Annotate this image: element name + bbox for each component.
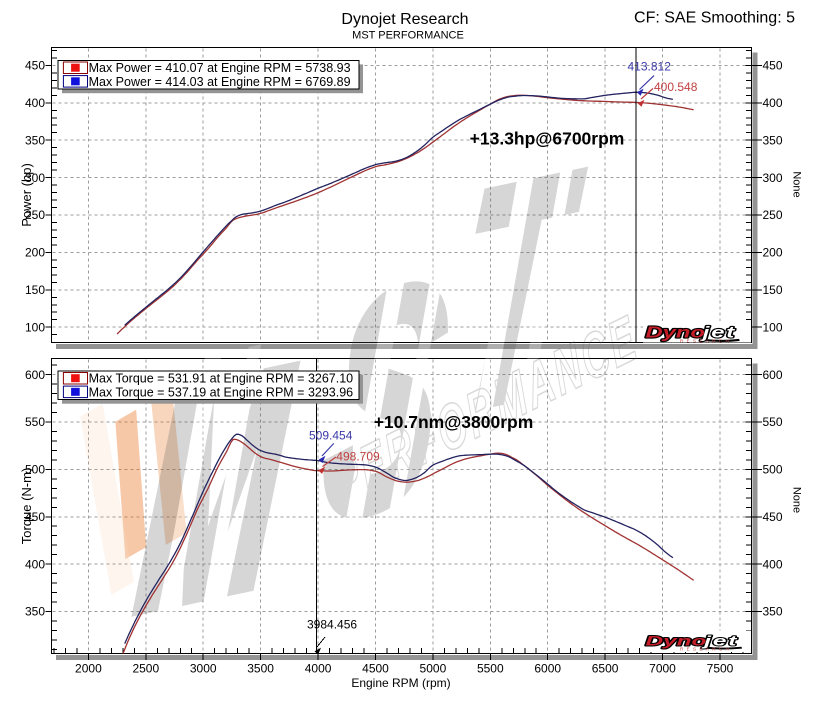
svg-text:Dynojet Research: Dynojet Research <box>341 11 468 28</box>
svg-text:100: 100 <box>25 320 45 334</box>
svg-text:+10.7nm@3800rpm: +10.7nm@3800rpm <box>374 412 534 432</box>
svg-text:400: 400 <box>25 557 45 571</box>
svg-text:5000: 5000 <box>420 662 447 676</box>
svg-text:400: 400 <box>763 96 783 110</box>
svg-text:jet: jet <box>701 633 739 649</box>
svg-text:350: 350 <box>763 133 783 147</box>
svg-text:MST PERFORMANCE: MST PERFORMANCE <box>352 30 464 42</box>
svg-text:500: 500 <box>25 463 45 477</box>
svg-text:509.454: 509.454 <box>309 429 353 443</box>
svg-text:450: 450 <box>763 59 783 73</box>
svg-text:None: None <box>791 487 803 513</box>
svg-text:CF: SAE Smoothing: 5: CF: SAE Smoothing: 5 <box>634 10 795 27</box>
svg-text:RESEARCH: RESEARCH <box>680 338 732 343</box>
svg-text:450: 450 <box>25 510 45 524</box>
svg-text:413.812: 413.812 <box>628 60 672 74</box>
svg-text:Max Power = 410.07 at Engine R: Max Power = 410.07 at Engine RPM = 5738.… <box>89 61 351 75</box>
svg-text:Max Torque = 531.91 at Engine: Max Torque = 531.91 at Engine RPM = 3267… <box>89 372 354 386</box>
svg-text:550: 550 <box>25 415 45 429</box>
svg-text:Max Torque = 537.19 at Engine: Max Torque = 537.19 at Engine RPM = 3293… <box>89 385 354 399</box>
svg-text:2500: 2500 <box>132 662 159 676</box>
svg-text:6500: 6500 <box>592 662 619 676</box>
svg-text:Power (hp): Power (hp) <box>19 163 34 227</box>
svg-text:350: 350 <box>25 133 45 147</box>
svg-text:200: 200 <box>25 246 45 260</box>
svg-text:None: None <box>791 171 803 197</box>
svg-text:300: 300 <box>763 171 783 185</box>
svg-text:Dyno: Dyno <box>645 324 704 341</box>
svg-text:Engine RPM (rpm): Engine RPM (rpm) <box>351 676 450 690</box>
svg-text:+13.3hp@6700rpm: +13.3hp@6700rpm <box>470 129 625 149</box>
svg-text:400: 400 <box>763 557 783 571</box>
svg-text:200: 200 <box>763 246 783 260</box>
svg-text:4000: 4000 <box>305 662 332 676</box>
svg-text:150: 150 <box>763 283 783 297</box>
svg-text:150: 150 <box>25 283 45 297</box>
svg-text:RESEARCH: RESEARCH <box>680 646 732 651</box>
svg-text:2000: 2000 <box>75 662 102 676</box>
svg-text:350: 350 <box>25 605 45 619</box>
svg-text:Dyno: Dyno <box>645 324 704 341</box>
svg-text:550: 550 <box>763 415 783 429</box>
svg-text:300: 300 <box>25 171 45 185</box>
svg-text:3500: 3500 <box>247 662 274 676</box>
svg-text:Max Power = 414.03 at Engine R: Max Power = 414.03 at Engine RPM = 6769.… <box>89 75 351 89</box>
svg-text:Dyno: Dyno <box>646 633 707 649</box>
svg-text:jet: jet <box>701 633 739 649</box>
svg-text:600: 600 <box>25 368 45 382</box>
svg-text:3000: 3000 <box>190 662 217 676</box>
svg-text:350: 350 <box>763 605 783 619</box>
svg-text:500: 500 <box>763 463 783 477</box>
svg-text:3984.456: 3984.456 <box>307 618 357 632</box>
svg-text:jet: jet <box>699 324 736 341</box>
svg-text:jet: jet <box>699 324 736 341</box>
svg-text:600: 600 <box>763 368 783 382</box>
svg-text:7500: 7500 <box>707 662 734 676</box>
svg-text:498.709: 498.709 <box>336 449 380 463</box>
svg-text:4500: 4500 <box>362 662 389 676</box>
svg-text:400.548: 400.548 <box>654 80 698 94</box>
svg-text:6000: 6000 <box>534 662 561 676</box>
svg-text:250: 250 <box>25 208 45 222</box>
svg-text:400: 400 <box>25 96 45 110</box>
svg-text:250: 250 <box>763 208 783 222</box>
svg-text:450: 450 <box>763 510 783 524</box>
svg-text:Dyno: Dyno <box>646 633 707 649</box>
svg-text:450: 450 <box>25 59 45 73</box>
svg-text:100: 100 <box>763 320 783 334</box>
svg-text:5500: 5500 <box>477 662 504 676</box>
svg-text:Torque (N-m): Torque (N-m) <box>19 468 34 545</box>
svg-text:7000: 7000 <box>649 662 676 676</box>
